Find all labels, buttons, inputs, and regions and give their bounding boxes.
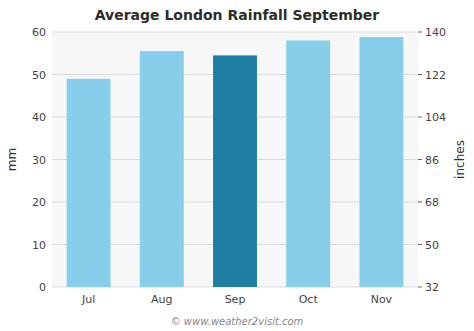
chart-container: 0 10 20 30 40 50 60 32 50 68 86 104 122 140 Jul Aug Sep O… [0,0,474,331]
y-tick-label: 0 [39,281,46,294]
y2-tick-label: 32 [425,281,439,294]
y2-tick [418,74,422,75]
plot-background [52,32,418,287]
x-tick-label: Oct [299,293,319,306]
y2-tick [418,287,422,288]
y2-tick [418,159,422,160]
y-tick-label: 20 [32,196,46,209]
y-axis-label: mm [5,148,19,171]
y-tick-label: 40 [32,111,46,124]
y2-axis-label: inches [453,140,467,179]
chart-svg: 0 10 20 30 40 50 60 32 50 68 86 104 122 140 Jul Aug Sep O… [0,0,474,331]
bar [359,37,403,287]
y2-tick [418,244,422,245]
x-tick-label: Nov [371,293,393,306]
grid-line [52,32,418,33]
grid [52,32,418,287]
y-tick-label: 10 [32,239,46,252]
y-tick-label: 60 [32,26,46,39]
y-tick-label: 50 [32,69,46,82]
y2-tick-label: 122 [425,69,446,82]
y2-tick-label: 140 [425,26,446,39]
y2-tick [418,32,422,33]
y2-tick-label: 50 [425,239,439,252]
x-tick-label: Aug [151,293,172,306]
y2-tick [418,202,422,203]
x-tick-label: Jul [81,293,95,306]
y2-tick-label: 86 [425,154,439,167]
bars [67,37,404,287]
y-tick-label: 30 [32,154,46,167]
title: Average London Rainfall September [95,7,380,23]
x-tick-label: Sep [225,293,246,306]
watermark: © www.weather2visit.com [171,316,304,327]
bar [286,41,330,288]
y2-tick-label: 104 [425,111,446,124]
y2-tick-label: 68 [425,196,439,209]
bar [213,55,257,287]
bar [140,51,184,287]
bar [67,79,111,287]
y2-tick [418,117,422,118]
